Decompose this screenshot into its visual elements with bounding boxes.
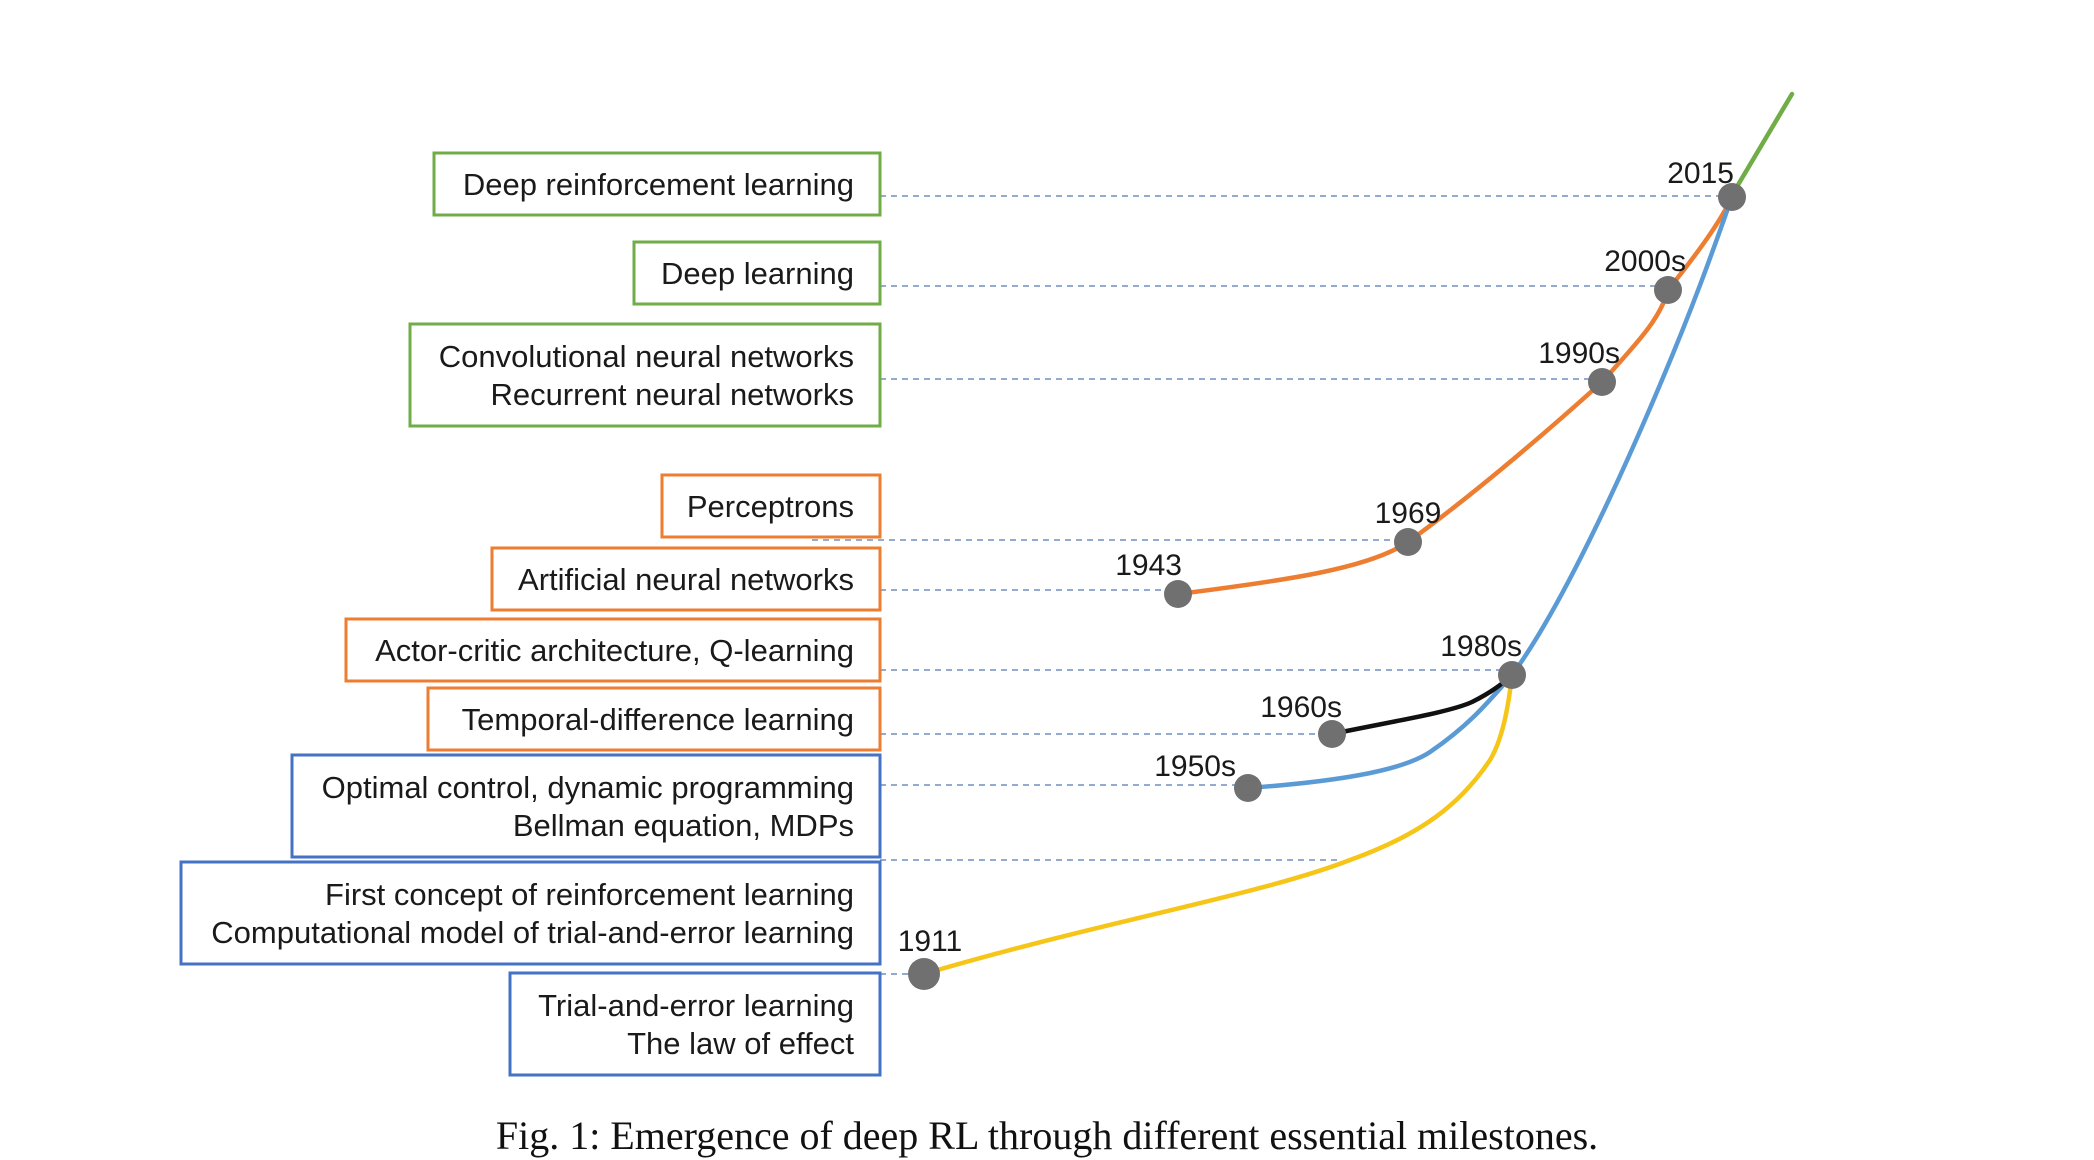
milestone-box-border [290, 753, 882, 859]
year-label: 1911 [898, 925, 963, 958]
deep-rl-curve [1729, 91, 1795, 198]
milestone-label: Computational model of trial-and-error l… [211, 915, 854, 950]
milestone-label: Convolutional neural networks [439, 339, 854, 374]
milestone-box-border [179, 860, 882, 966]
milestone-dot [1588, 368, 1616, 396]
box-deep-learning: Deep learning [632, 240, 882, 306]
milestone-label: Optimal control, dynamic programming [322, 770, 854, 805]
figure-caption: Fig. 1: Emergence of deep RL through dif… [495, 1113, 1599, 1158]
milestone-label: Trial-and-error learning [538, 988, 854, 1023]
neural-network-curve [1175, 194, 1735, 597]
year-label: 1969 [1375, 497, 1442, 530]
milestone-label: Artificial neural networks [518, 562, 854, 597]
box-temporal-difference: Temporal-difference learning [426, 686, 882, 752]
milestone-dot [908, 958, 940, 990]
milestone-label: Perceptrons [687, 489, 854, 524]
milestone-box-border [632, 240, 882, 306]
milestone-dot [1498, 661, 1526, 689]
milestone-dots [908, 183, 1746, 990]
milestone-dot [1164, 580, 1192, 608]
milestone-label: Actor-critic architecture, Q-learning [375, 633, 854, 668]
milestone-box-border [344, 617, 882, 683]
year-label: 2000s [1604, 245, 1686, 278]
milestone-label: Bellman equation, MDPs [513, 808, 854, 843]
year-label: 1950s [1154, 750, 1236, 783]
milestone-box-border [508, 971, 882, 1077]
milestone-dot [1654, 276, 1682, 304]
milestone-label: The law of effect [627, 1026, 854, 1061]
box-first-concept: First concept of reinforcement learningC… [179, 860, 882, 966]
box-actor-critic: Actor-critic architecture, Q-learning [344, 617, 882, 683]
box-ann: Artificial neural networks [490, 546, 882, 612]
milestone-label: Temporal-difference learning [462, 702, 854, 737]
year-label: 1980s [1440, 630, 1522, 663]
milestone-dot [1318, 720, 1346, 748]
box-perceptrons: Perceptrons [660, 473, 882, 539]
milestone-box-border [432, 151, 882, 217]
timeline-curves [921, 91, 1795, 977]
milestone-dot [1394, 528, 1422, 556]
box-deep-rl: Deep reinforcement learning [432, 151, 882, 217]
optimal-control-curve [1245, 194, 1735, 791]
milestone-label: Deep learning [661, 256, 854, 291]
milestone-box-border [426, 686, 882, 752]
milestone-label: Deep reinforcement learning [463, 167, 854, 202]
milestone-label: First concept of reinforcement learning [325, 877, 854, 912]
year-label: 1943 [1115, 549, 1182, 582]
temporal-difference-curve [1329, 672, 1515, 737]
year-label: 1990s [1538, 337, 1620, 370]
milestone-label: Recurrent neural networks [490, 377, 854, 412]
year-labels: 2015 2000s 1990s 1969 1943 1980s 1960s 1950s 191… [898, 157, 1734, 958]
milestone-box-border [660, 473, 882, 539]
guide-lines [812, 195, 1732, 975]
milestone-boxes: Deep reinforcement learning Deep learning… [179, 151, 882, 1077]
trial-and-error-curve [921, 672, 1515, 977]
milestone-dot [1718, 183, 1746, 211]
year-label: 1960s [1260, 691, 1342, 724]
milestone-dot [1234, 774, 1262, 802]
milestone-box-border [408, 322, 882, 428]
box-optimal-control: Optimal control, dynamic programmingBell… [290, 753, 882, 859]
year-label: 2015 [1667, 157, 1734, 190]
milestone-box-border [490, 546, 882, 612]
